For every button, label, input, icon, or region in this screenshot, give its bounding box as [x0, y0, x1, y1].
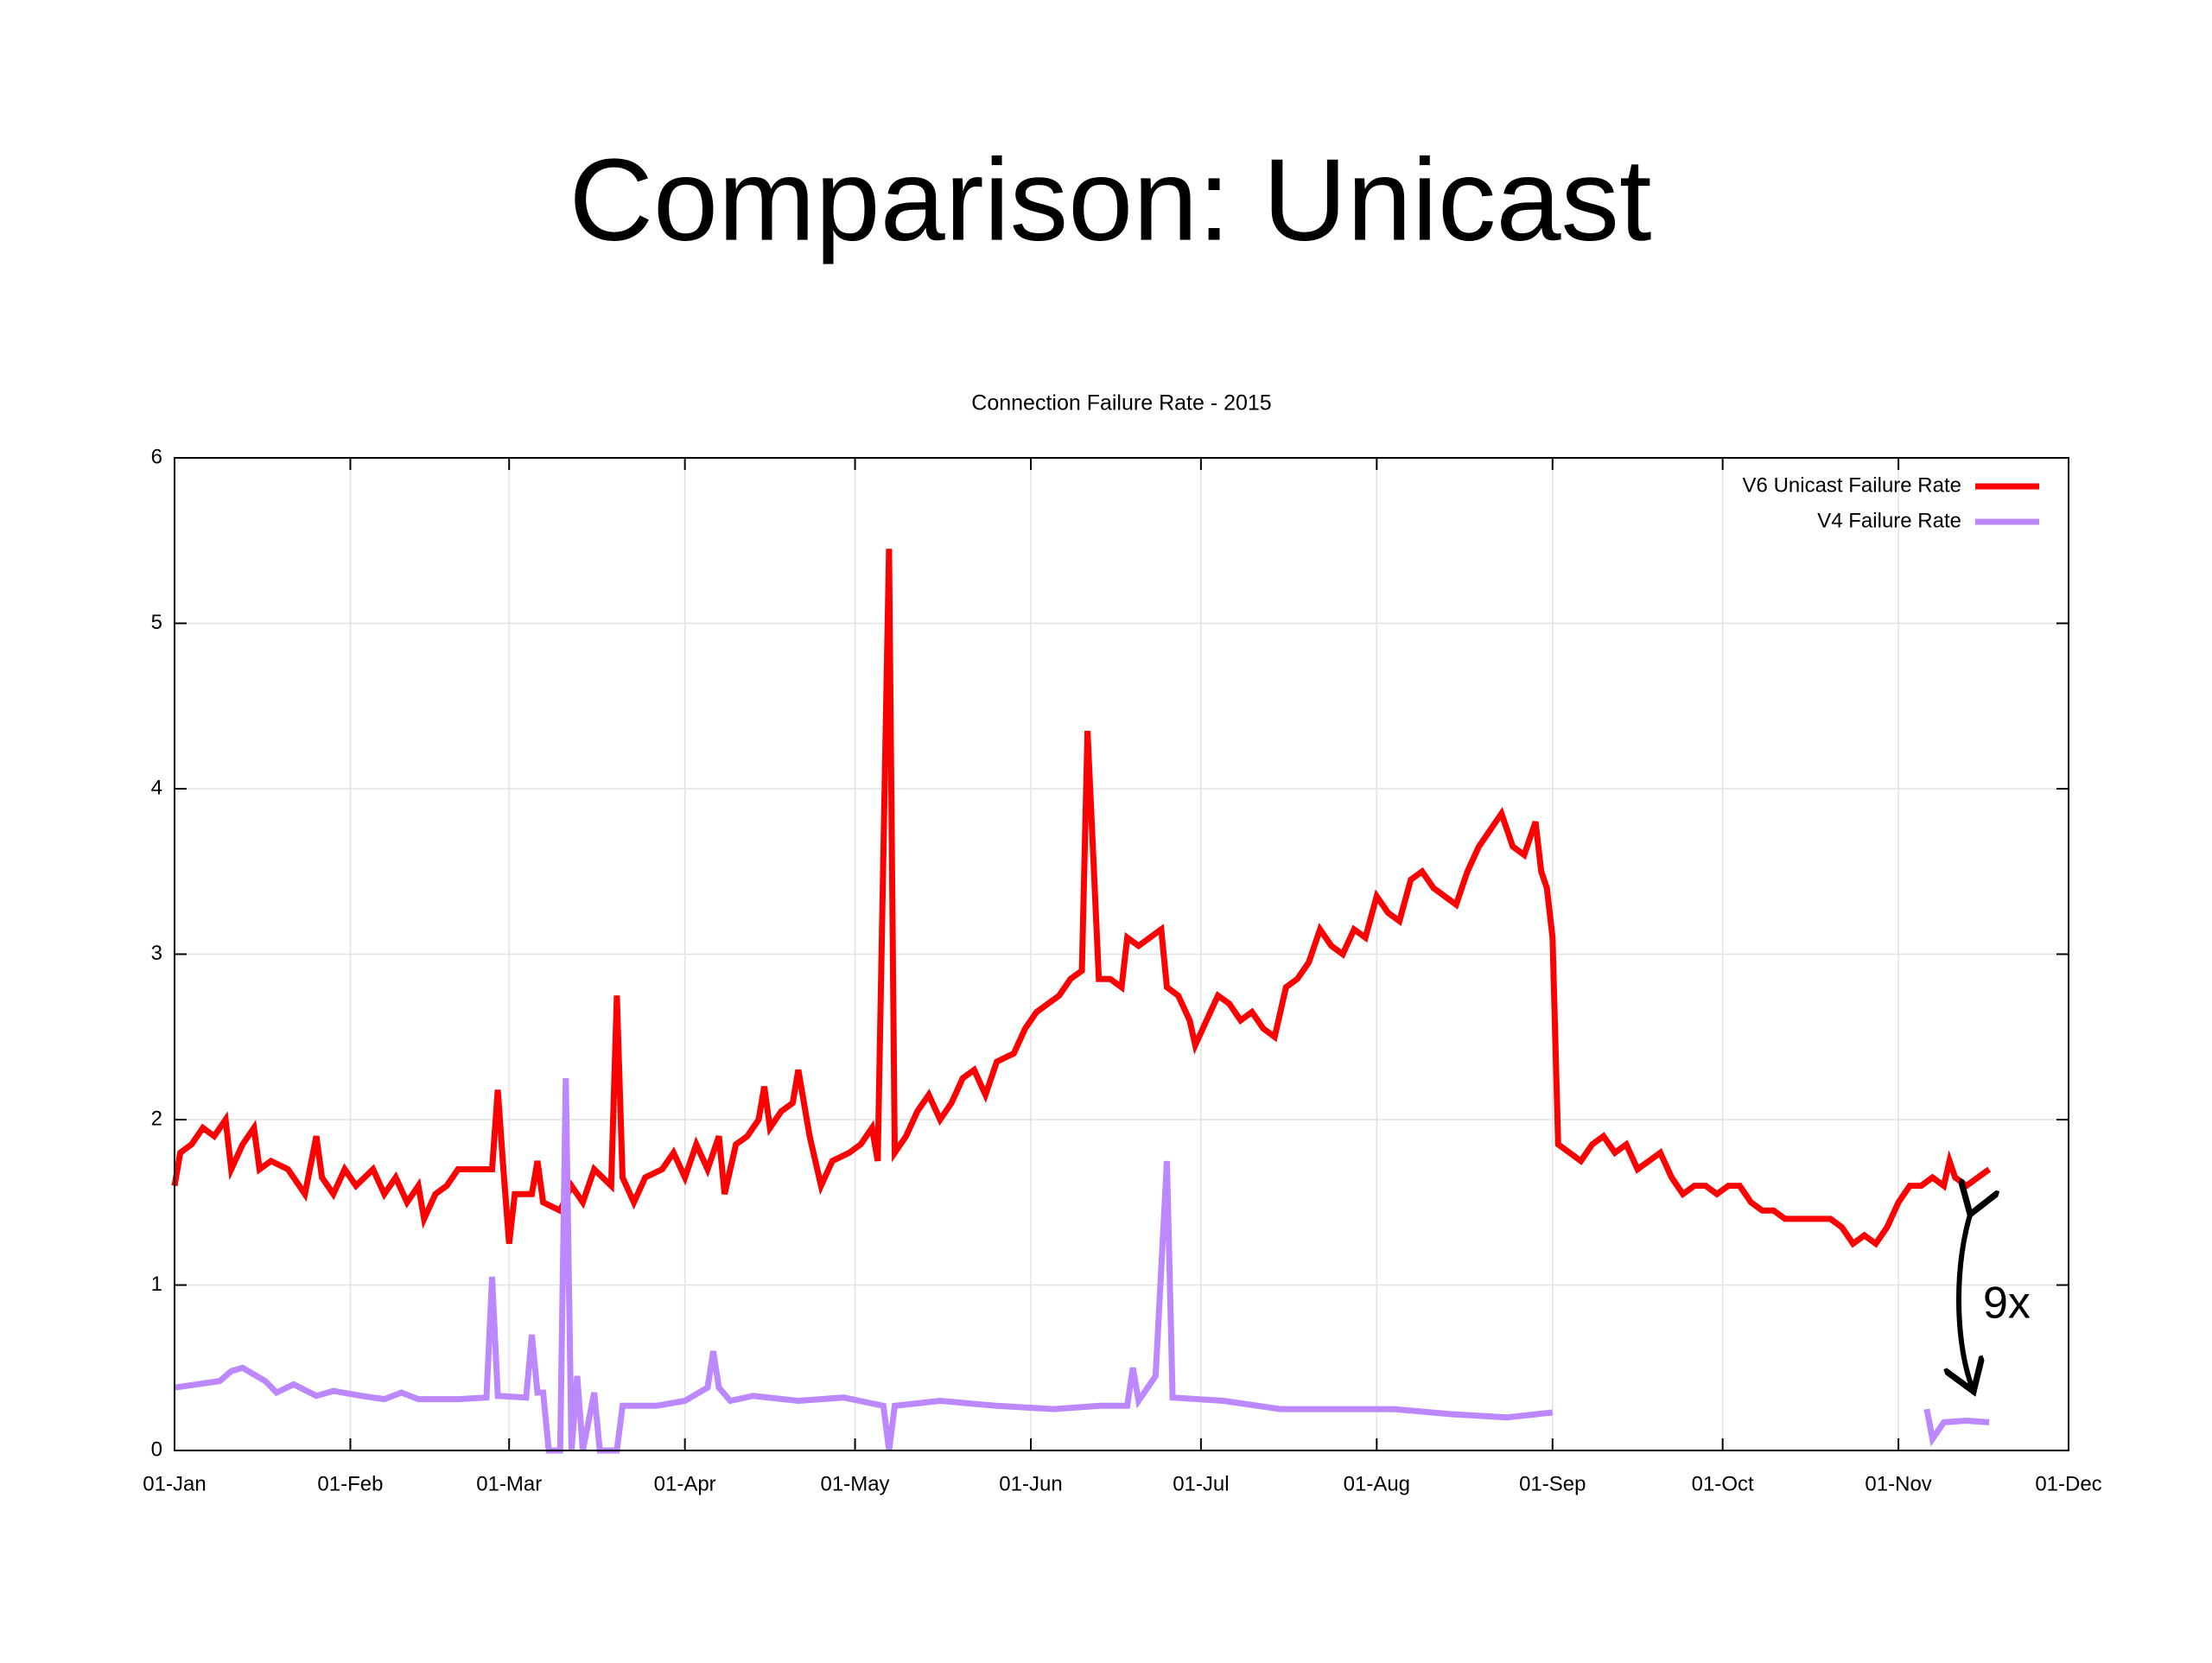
axis-labels: 0 1 2 3 4 5 6 01-Jan 01-Feb 01-Mar 01-Apr 01-May 01-… [143, 445, 2101, 1495]
y-tick-label: 4 [151, 776, 162, 799]
legend-label: V4 Failure Rate [1817, 509, 1961, 532]
plot-lines [171, 549, 1992, 1454]
y-tick-label: 3 [151, 942, 162, 965]
x-tick-label: 01-Mar [476, 1472, 542, 1495]
legend-label: V6 Unicast Failure Rate [1743, 473, 1961, 497]
annotation-arrow [1959, 1209, 1972, 1387]
y-tick-label: 6 [151, 445, 162, 468]
plot-frame [174, 457, 2069, 1451]
series-line [171, 549, 1992, 1248]
x-tick-label: 01-Jul [1173, 1472, 1229, 1495]
x-tick-label: 01-Nov [1865, 1472, 1931, 1495]
x-tick-label: 01-Oct [1692, 1472, 1754, 1495]
x-tick-label: 01-May [821, 1472, 890, 1495]
x-tick-label: 01-Jan [143, 1472, 206, 1495]
annotation: 9x [1983, 1279, 2031, 1329]
chart-title: Connection Failure Rate - 2015 [971, 391, 1271, 416]
legend: V6 Unicast Failure Rate V4 Failure Rate [1743, 473, 2039, 532]
x-tick-label: 01-Apr [654, 1472, 716, 1495]
grid [174, 457, 2069, 1451]
series-line [174, 1078, 1990, 1454]
x-tick-label: 01-Sep [1519, 1472, 1586, 1495]
y-tick-label: 2 [151, 1107, 162, 1130]
x-tick-label: 01-Jun [999, 1472, 1062, 1495]
y-tick-label: 5 [151, 611, 162, 634]
x-tick-label: 01-Aug [1344, 1472, 1410, 1495]
y-tick-label: 0 [151, 1438, 162, 1461]
x-tick-label: 01-Feb [317, 1472, 383, 1495]
x-tick-label: 01-Dec [2035, 1472, 2101, 1495]
y-tick-label: 1 [151, 1273, 162, 1296]
slide-title: Comparison: Unicast [569, 135, 1652, 265]
